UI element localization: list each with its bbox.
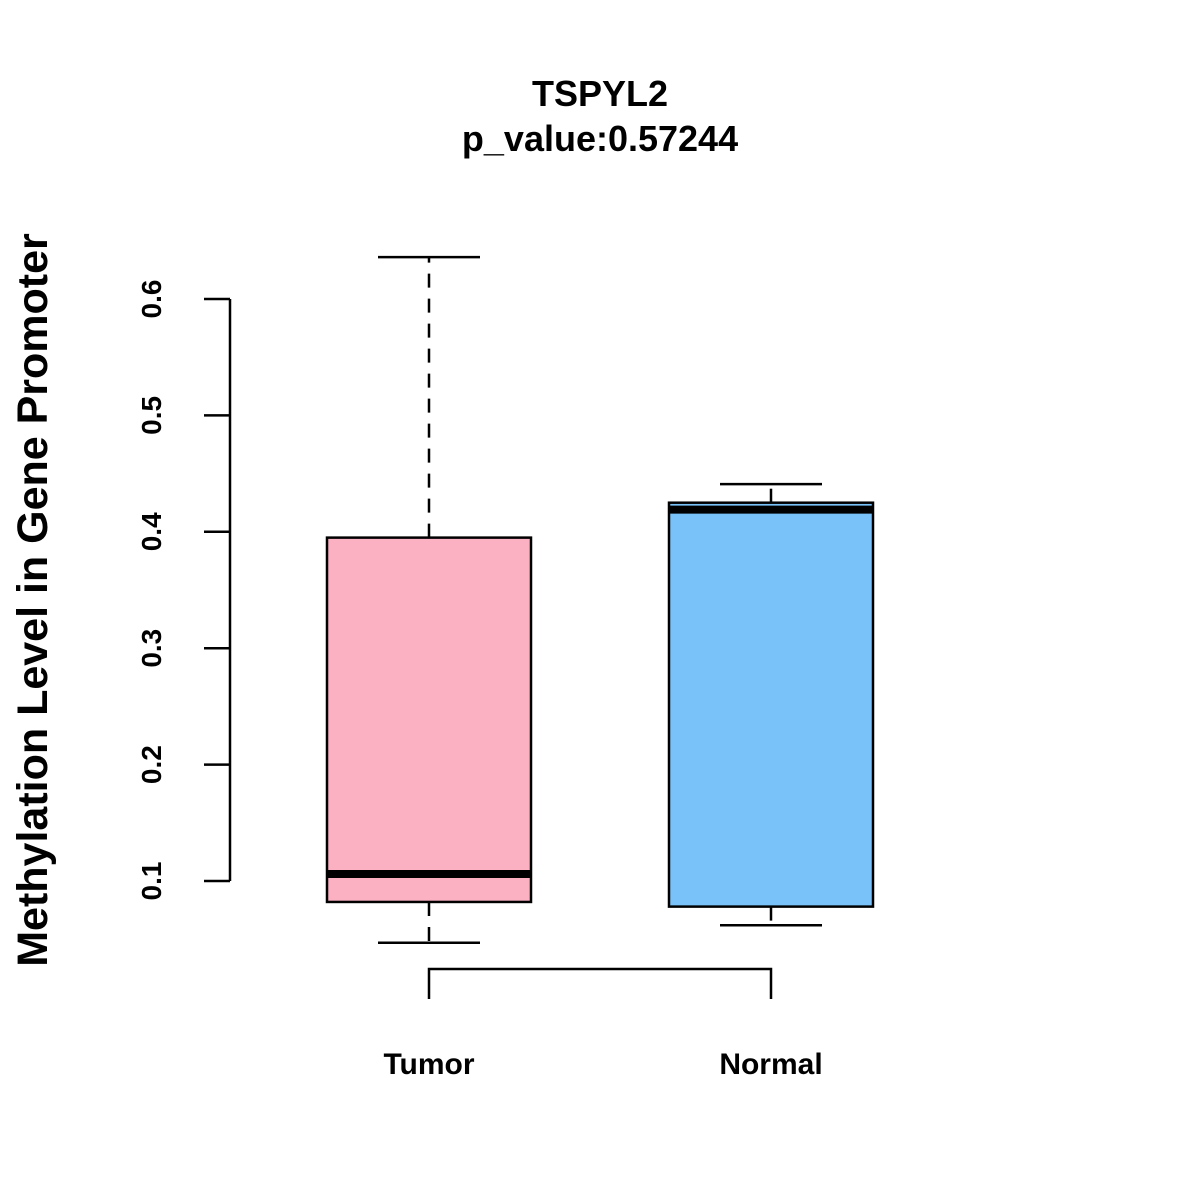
y-tick-label: 0.4	[136, 512, 167, 551]
boxes	[325, 255, 875, 944]
iqr-box	[325, 536, 533, 904]
y-axis: 0.1 0.2 0.3 0.4 0.5 0.6	[136, 280, 232, 901]
y-tick-label: 0.1	[136, 862, 167, 901]
y-tick-label: 0.6	[136, 280, 167, 319]
box-normal	[667, 482, 875, 927]
group-bracket	[427, 967, 773, 999]
y-tick-label: 0.5	[136, 396, 167, 435]
x-axis-labels: Tumor Normal	[383, 1048, 822, 1081]
x-category-label-normal: Normal	[719, 1048, 822, 1081]
y-tick-label: 0.2	[136, 745, 167, 784]
chart-title: TSPYL2	[532, 73, 668, 114]
y-tick-label: 0.3	[136, 629, 167, 668]
x-category-label-tumor: Tumor	[383, 1048, 474, 1081]
bracket-line	[427, 967, 773, 999]
box-tumor	[325, 255, 533, 944]
y-axis-label: Methylation Level in Gene Promoter	[9, 233, 57, 967]
chart-subtitle: p_value:0.57244	[462, 118, 738, 159]
iqr-box	[667, 501, 875, 908]
